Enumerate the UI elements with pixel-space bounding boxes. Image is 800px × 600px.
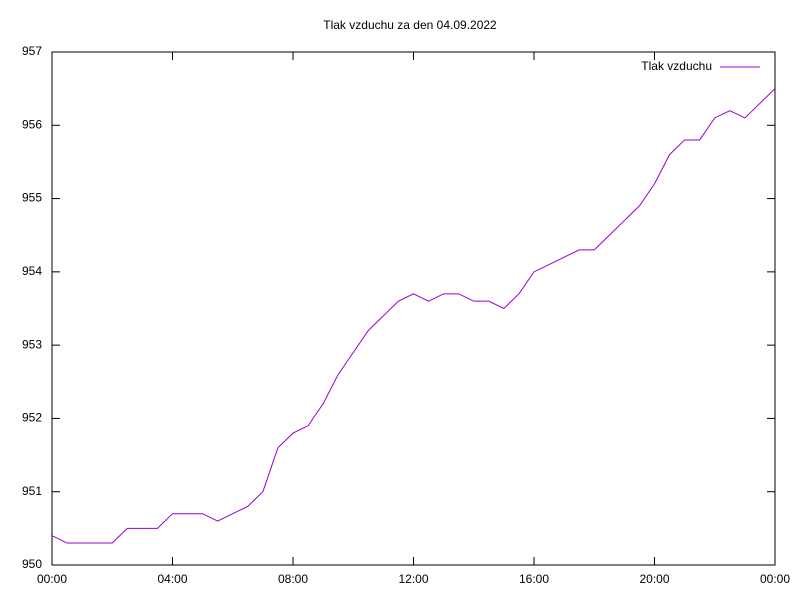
data-line xyxy=(51,88,776,544)
plot-border xyxy=(51,51,776,566)
y-tick-label: 955 xyxy=(22,191,42,205)
x-tick-label: 00:00 xyxy=(760,572,790,586)
y-tick-label: 950 xyxy=(22,557,42,571)
y-tick-label: 953 xyxy=(22,337,42,351)
x-tick-label: 00:00 xyxy=(37,572,67,586)
x-tick-label: 08:00 xyxy=(278,572,308,586)
x-tick-label: 20:00 xyxy=(639,572,669,586)
chart-title: Tlak vzduchu za den 04.09.2022 xyxy=(323,18,497,32)
x-tick-label: 04:00 xyxy=(157,572,187,586)
y-tick-label: 956 xyxy=(22,117,42,131)
y-tick-label: 951 xyxy=(22,484,42,498)
y-tick-label: 954 xyxy=(22,264,42,278)
x-tick-label: 12:00 xyxy=(398,572,428,586)
x-tick-label: 16:00 xyxy=(519,572,549,586)
y-tick-label: 952 xyxy=(22,411,42,425)
legend-label: Tlak vzduchu xyxy=(641,59,712,73)
y-tick-label: 957 xyxy=(22,44,42,58)
